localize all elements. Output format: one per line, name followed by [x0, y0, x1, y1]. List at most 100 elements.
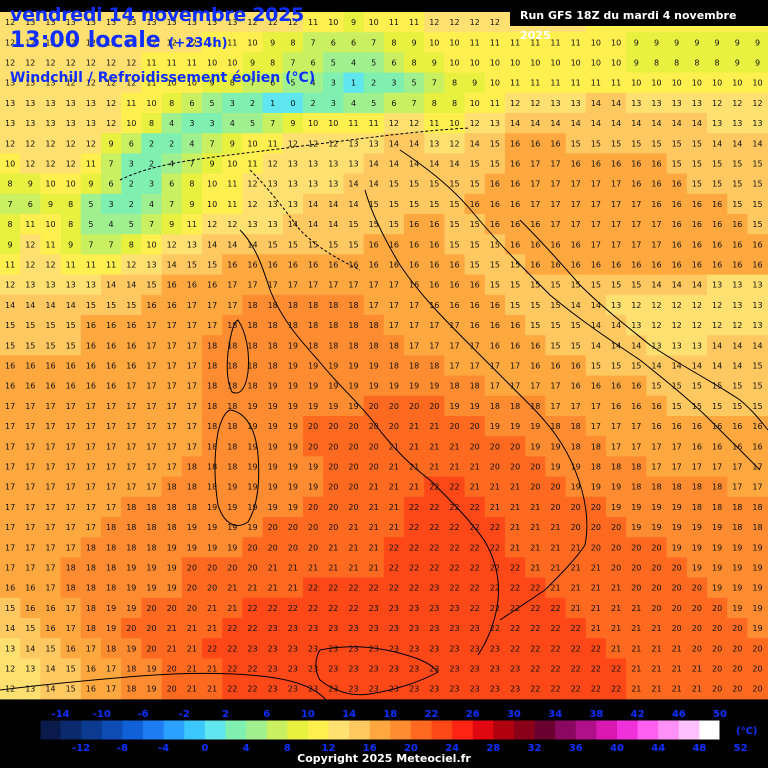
map-value: 20 [449, 422, 459, 431]
map-value: 10 [227, 59, 237, 68]
map-cell [121, 456, 142, 478]
map-value: 16 [167, 281, 177, 290]
map-value: 19 [227, 543, 237, 552]
map-value: 17 [86, 422, 96, 431]
map-value: 16 [571, 160, 581, 169]
map-value: 10 [490, 59, 500, 68]
map-value: 20 [308, 442, 318, 451]
map-cell [242, 214, 264, 235]
map-cell [262, 355, 284, 377]
map-cell [383, 315, 405, 336]
map-value: 16 [409, 281, 419, 290]
map-value: 16 [631, 160, 641, 169]
map-value: 23 [288, 624, 298, 633]
map-value: 23 [369, 685, 379, 694]
map-cell [161, 315, 183, 336]
map-cell [565, 375, 587, 397]
map-cell [60, 335, 82, 356]
map-value: 3 [129, 160, 134, 169]
map-cell [343, 456, 365, 478]
map-cell [484, 355, 506, 377]
map-value: 13 [672, 99, 682, 108]
map-cell [40, 355, 62, 377]
map-cell [666, 375, 688, 397]
map-cell [707, 153, 728, 175]
map-value: 21 [328, 543, 338, 552]
map-cell [444, 335, 466, 356]
map-cell [0, 52, 21, 74]
map-value: 15 [571, 341, 581, 350]
map-value: 16 [530, 139, 540, 148]
map-value: 14 [288, 220, 298, 229]
map-cell [303, 436, 324, 457]
map-value: 16 [369, 261, 379, 270]
map-cell [747, 214, 768, 235]
map-value: 12 [25, 59, 35, 68]
map-value: 3 [189, 119, 194, 128]
map-value: 21 [268, 564, 278, 573]
map-cell [40, 12, 62, 33]
map-cell [181, 436, 203, 457]
map-value: 17 [752, 463, 762, 472]
map-cell [464, 274, 486, 296]
map-cell [585, 436, 607, 457]
map-cell [545, 52, 567, 74]
map-value: 21 [591, 584, 601, 593]
map-value: 19 [288, 382, 298, 391]
map-cell [363, 32, 385, 53]
map-value: 15 [530, 321, 540, 330]
map-cell [282, 294, 304, 316]
map-cell [444, 92, 466, 114]
map-cell [323, 254, 344, 276]
map-cell [585, 315, 607, 336]
map-value: 15 [732, 160, 742, 169]
map-value: 17 [530, 160, 540, 169]
map-value: 19 [308, 362, 318, 371]
legend-swatch [678, 720, 700, 740]
map-value: 18 [389, 362, 399, 371]
map-cell [747, 153, 768, 175]
map-cell [141, 153, 163, 175]
map-value: 21 [490, 483, 500, 492]
map-cell [585, 113, 607, 134]
map-cell [424, 52, 445, 74]
map-cell [0, 315, 21, 336]
map-value: 9 [290, 119, 295, 128]
map-value: 15 [449, 240, 459, 249]
map-cell [242, 254, 264, 276]
map-cell [505, 214, 526, 235]
map-value: 16 [651, 200, 661, 209]
map-cell [525, 32, 546, 53]
map-value: 16 [510, 160, 520, 169]
map-cell [242, 193, 264, 215]
map-value: 7 [270, 119, 275, 128]
map-value: 16 [510, 341, 520, 350]
map-value: 17 [66, 543, 76, 552]
map-cell [121, 436, 142, 457]
map-value: 10 [530, 59, 540, 68]
map-cell [303, 32, 324, 53]
map-cell [40, 72, 62, 94]
map-value: 20 [651, 543, 661, 552]
map-cell [585, 355, 607, 377]
map-cell [80, 274, 102, 296]
map-value: 21 [571, 543, 581, 552]
map-cell [424, 294, 445, 316]
map-value: 19 [571, 463, 581, 472]
map-value: 18 [167, 523, 177, 532]
map-value: 20 [752, 644, 762, 653]
map-value: 22 [470, 564, 480, 573]
map-value: 14 [449, 160, 459, 169]
map-value: 16 [550, 240, 560, 249]
map-cell [101, 355, 122, 377]
map-cell [505, 32, 526, 53]
map-value: 22 [591, 644, 601, 653]
map-cell [262, 72, 284, 94]
map-value: 16 [490, 200, 500, 209]
map-value: 10 [672, 79, 682, 88]
map-value: 6 [391, 59, 396, 68]
map-value: 18 [227, 341, 237, 350]
map-value: 13 [25, 119, 35, 128]
map-value: 19 [732, 564, 742, 573]
map-cell [101, 375, 122, 397]
